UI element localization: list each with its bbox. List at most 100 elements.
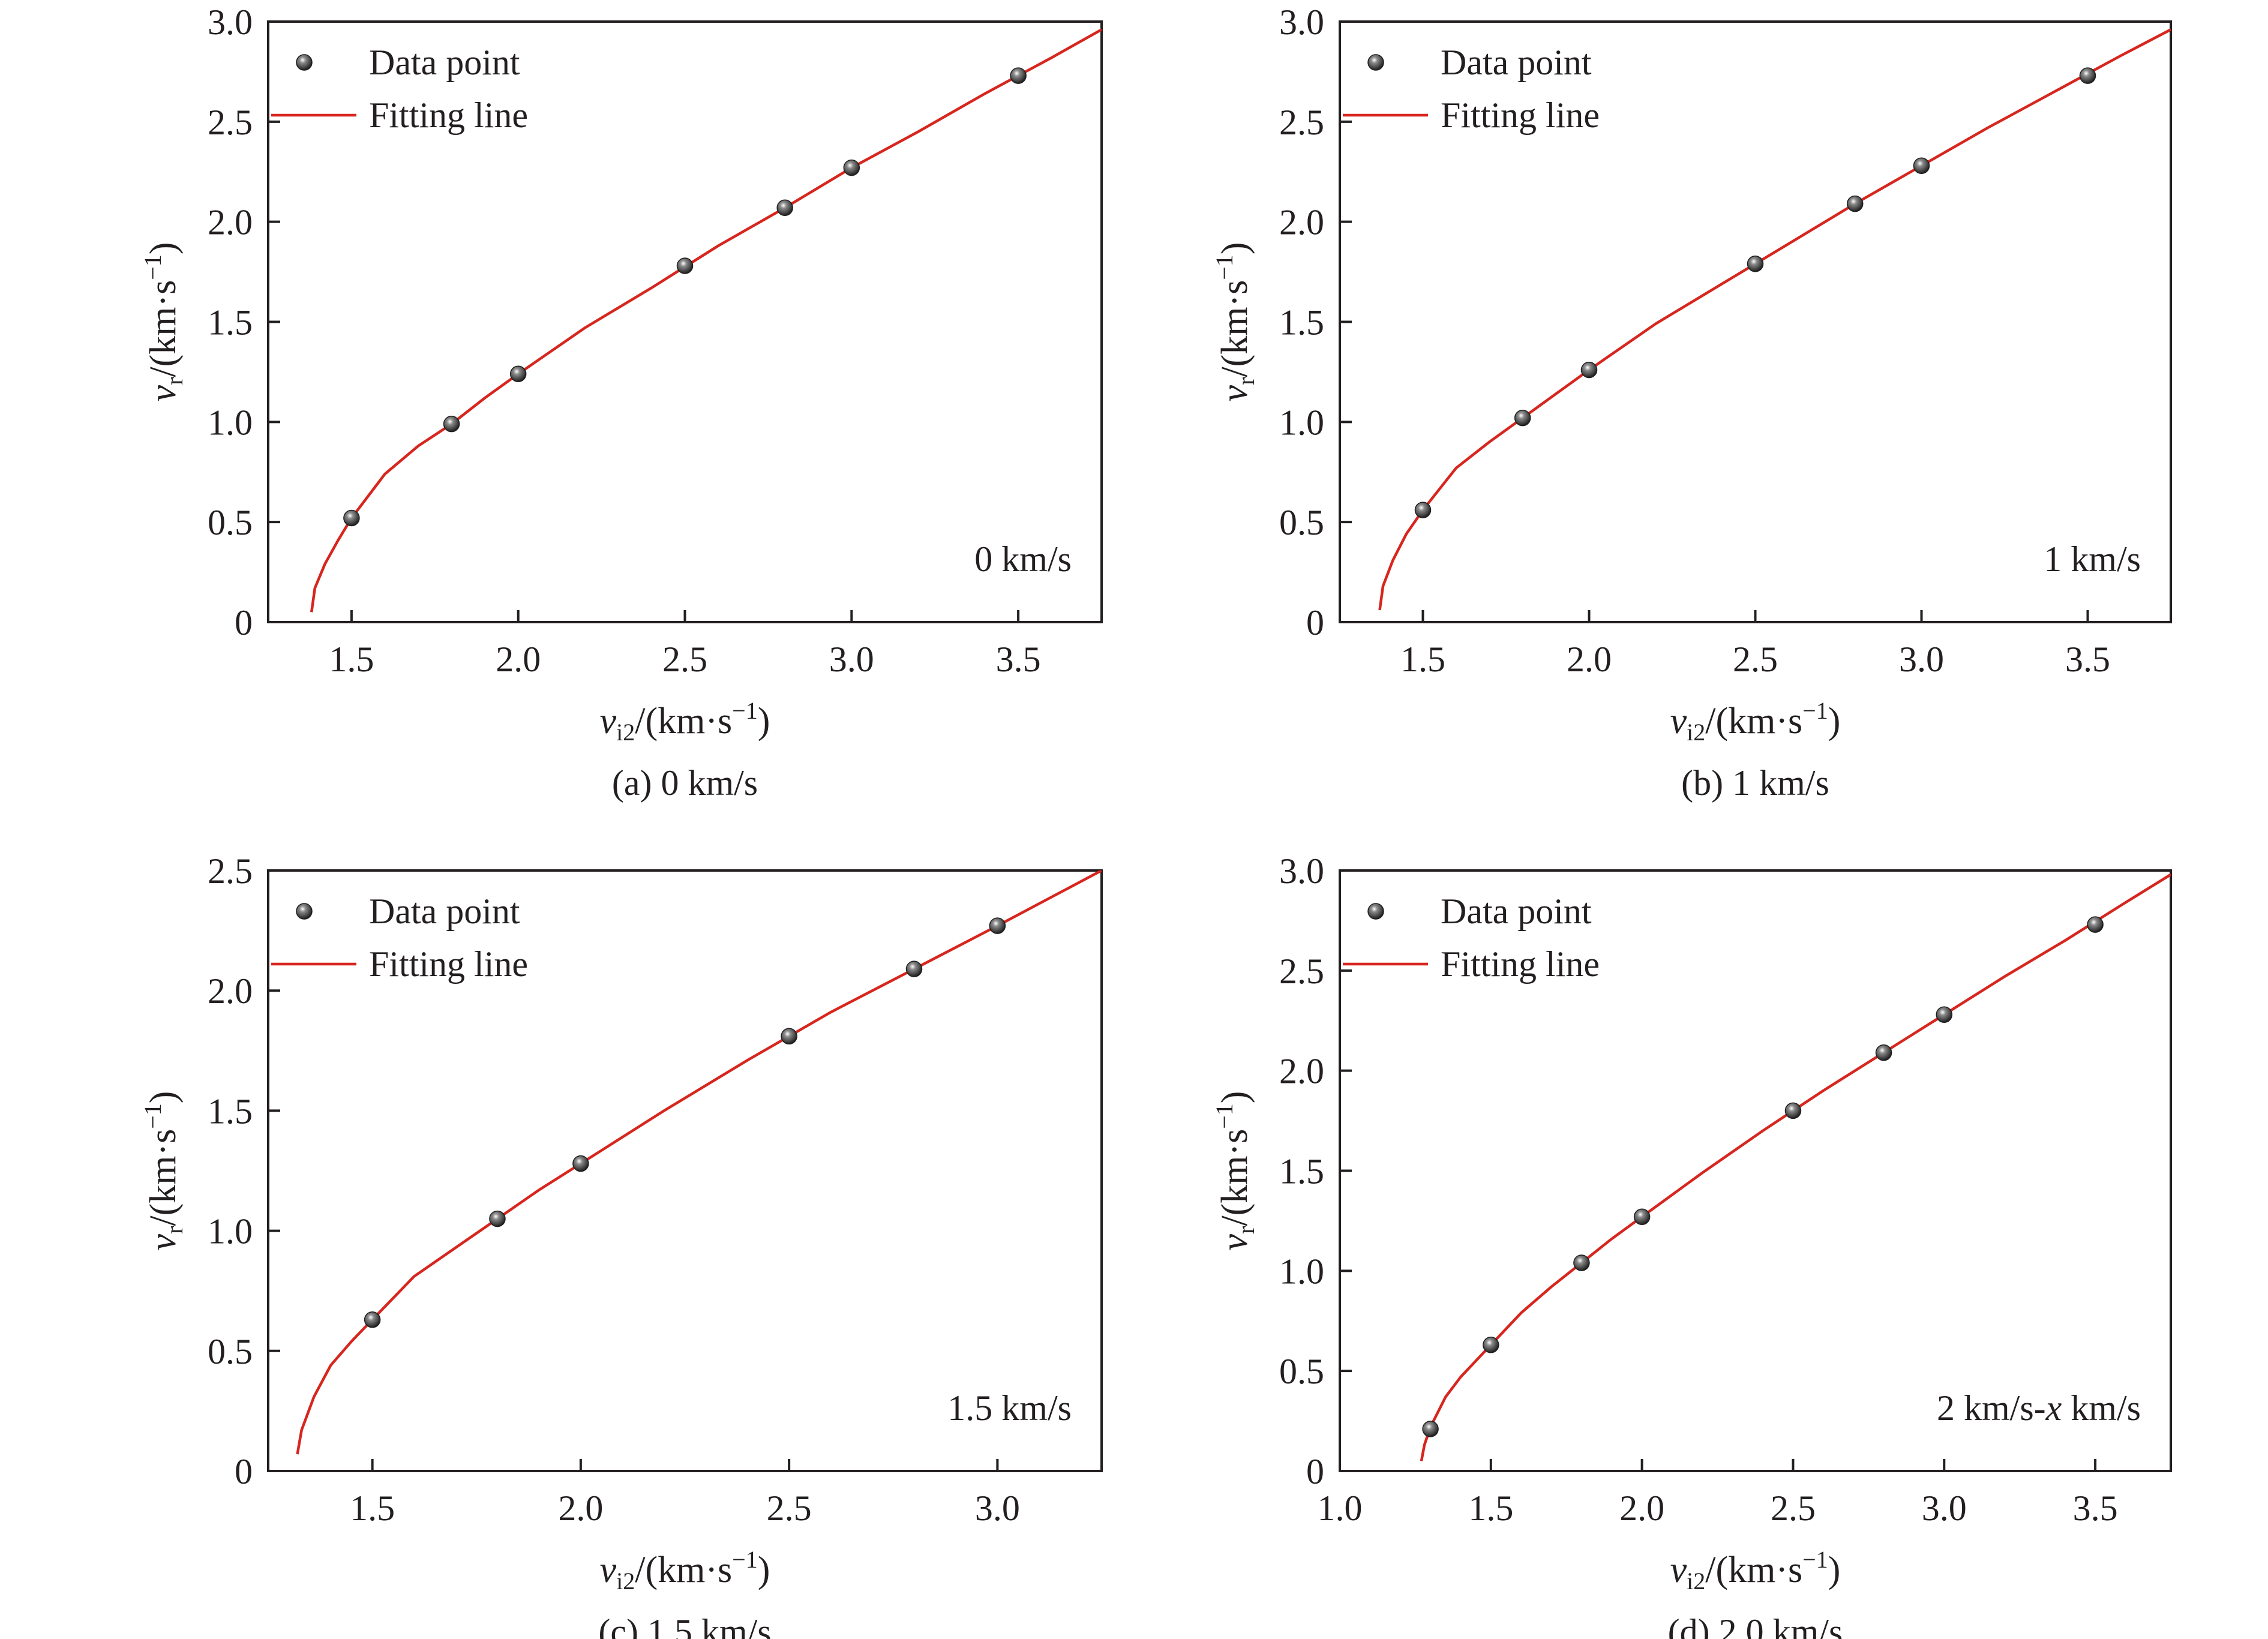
x-tick-label: 1.5 bbox=[329, 640, 374, 679]
y-tick-label: 0 bbox=[1306, 603, 1324, 643]
legend-label-data-point: Data point bbox=[1441, 891, 1592, 931]
y-tick-label: 2.5 bbox=[208, 103, 253, 142]
legend-label-fitting-line: Fitting line bbox=[369, 944, 528, 984]
legend-label-data-point: Data point bbox=[369, 43, 520, 82]
x-tick-label: 2.5 bbox=[767, 1488, 812, 1528]
data-point bbox=[1010, 67, 1027, 84]
legend-marker-icon bbox=[296, 903, 313, 920]
panel-caption: (c) 1.5 km/s bbox=[598, 1612, 771, 1639]
y-tick-label: 0 bbox=[1306, 1452, 1324, 1491]
data-point bbox=[1580, 361, 1598, 379]
legend-marker-icon bbox=[296, 54, 313, 71]
y-axis-title: vr/(km·s−1) bbox=[139, 242, 188, 402]
plot-frame bbox=[267, 869, 1103, 1472]
y-tick-label: 2.0 bbox=[208, 971, 253, 1011]
y-tick-label: 0.5 bbox=[208, 503, 253, 542]
legend-label-fitting-line: Fitting line bbox=[1441, 95, 1600, 135]
y-tick-label: 1.5 bbox=[1279, 1152, 1324, 1191]
y-axis-title: vr/(km·s−1) bbox=[1211, 1091, 1259, 1251]
legend-label-fitting-line: Fitting line bbox=[369, 95, 528, 135]
data-point bbox=[1422, 1421, 1439, 1437]
chart-panel-c: 1.5 2.0 2.5 3.0 0 0.5 1.0 1.5 2.0 2.5 Data point Fi… bbox=[139, 851, 1103, 1639]
x-tick-label: 3.5 bbox=[2073, 1488, 2118, 1528]
y-tick-label: 2.0 bbox=[208, 203, 253, 242]
data-point bbox=[1913, 157, 1930, 174]
panel-caption: (d) 2.0 km/s bbox=[1668, 1612, 1843, 1639]
y-tick-label: 2.5 bbox=[1279, 951, 1324, 991]
data-point bbox=[1573, 1254, 1590, 1271]
x-axis-title: vi2/(km·s−1) bbox=[600, 697, 770, 746]
x-tick-label: 2.0 bbox=[496, 640, 541, 679]
data-point bbox=[1784, 1102, 1802, 1119]
y-tick-label: 1.0 bbox=[208, 1212, 253, 1251]
fitting-line bbox=[1420, 873, 2171, 1461]
x-axis-title: vi2/(km·s−1) bbox=[1670, 1546, 1841, 1595]
data-point bbox=[1747, 255, 1764, 272]
panel-annotation: 1 km/s bbox=[2044, 539, 2141, 579]
x-axis-title: vi2/(km·s−1) bbox=[1670, 697, 1841, 746]
y-axis-title: vr/(km·s−1) bbox=[139, 1091, 188, 1251]
legend-label-fitting-line: Fitting line bbox=[1441, 944, 1600, 984]
panel-caption: (a) 0 km/s bbox=[612, 763, 758, 803]
y-tick-label: 1.0 bbox=[1279, 1251, 1324, 1291]
data-point bbox=[905, 960, 923, 977]
data-point bbox=[509, 365, 527, 383]
legend-label-data-point: Data point bbox=[1441, 43, 1592, 82]
y-tick-label: 1.0 bbox=[1279, 403, 1324, 442]
data-point bbox=[572, 1155, 589, 1172]
x-tick-label: 2.0 bbox=[1619, 1488, 1664, 1528]
panel-annotation: 0 km/s bbox=[974, 539, 1072, 579]
data-point bbox=[343, 509, 360, 527]
data-point bbox=[364, 1311, 381, 1328]
x-tick-label: 3.0 bbox=[1899, 640, 1944, 679]
y-tick-label: 0.5 bbox=[1279, 503, 1324, 542]
x-tick-label: 3.0 bbox=[975, 1488, 1020, 1528]
y-tick-label: 1.5 bbox=[208, 303, 253, 343]
x-tick-label: 1.5 bbox=[350, 1488, 395, 1528]
data-point bbox=[843, 159, 860, 176]
x-tick-label: 2.0 bbox=[558, 1488, 603, 1528]
x-tick-label: 3.5 bbox=[2065, 640, 2110, 679]
y-tick-label: 0.5 bbox=[208, 1332, 253, 1371]
y-tick-label: 3.0 bbox=[1279, 2, 1324, 42]
y-tick-label: 1.5 bbox=[1279, 303, 1324, 343]
x-tick-label: 2.0 bbox=[1567, 640, 1612, 679]
y-tick-label: 2.0 bbox=[1279, 203, 1324, 242]
y-tick-label: 2.5 bbox=[1279, 103, 1324, 142]
x-tick-label: 1.0 bbox=[1318, 1488, 1363, 1528]
panel-caption: (b) 1 km/s bbox=[1681, 763, 1829, 803]
x-tick-label: 1.5 bbox=[1400, 640, 1445, 679]
panel-annotation: 2 km/s-x km/s bbox=[1937, 1388, 2141, 1428]
y-tick-label: 1.5 bbox=[208, 1091, 253, 1131]
chart-panel-a: 1.5 2.0 2.5 3.0 3.5 0 0.5 1.0 1.5 2.0 2.5 3.0 Data p… bbox=[139, 2, 1103, 803]
data-point bbox=[2087, 916, 2104, 933]
x-tick-label: 2.5 bbox=[1771, 1488, 1816, 1528]
x-tick-label: 3.0 bbox=[1922, 1488, 1967, 1528]
y-tick-label: 0 bbox=[235, 1452, 253, 1491]
y-tick-label: 0 bbox=[235, 603, 253, 643]
data-point bbox=[989, 917, 1006, 934]
data-point bbox=[776, 199, 793, 217]
y-tick-label: 0.5 bbox=[1279, 1352, 1324, 1391]
x-tick-label: 1.5 bbox=[1468, 1488, 1513, 1528]
y-tick-label: 3.0 bbox=[208, 2, 253, 42]
x-tick-label: 2.5 bbox=[1733, 640, 1778, 679]
data-point bbox=[1633, 1208, 1651, 1225]
data-point bbox=[1875, 1044, 1892, 1061]
y-tick-label: 2.0 bbox=[1279, 1052, 1324, 1091]
data-point bbox=[781, 1028, 797, 1045]
data-point bbox=[1846, 195, 1864, 212]
data-point bbox=[1936, 1006, 1953, 1023]
legend-label-data-point: Data point bbox=[369, 891, 520, 931]
data-point bbox=[1414, 502, 1432, 518]
chart-panel-b: 1.5 2.0 2.5 3.0 3.5 0 0.5 1.0 1.5 2.0 2.5 3.0 Data p… bbox=[1211, 2, 2172, 803]
x-tick-label: 3.0 bbox=[829, 640, 874, 679]
data-point bbox=[443, 415, 460, 433]
data-point bbox=[489, 1210, 506, 1227]
x-tick-label: 3.5 bbox=[996, 640, 1041, 679]
y-tick-label: 1.0 bbox=[208, 403, 253, 442]
x-axis-title: vi2/(km·s−1) bbox=[600, 1546, 770, 1595]
legend-marker-icon bbox=[1367, 903, 1384, 920]
data-point bbox=[1483, 1337, 1499, 1353]
